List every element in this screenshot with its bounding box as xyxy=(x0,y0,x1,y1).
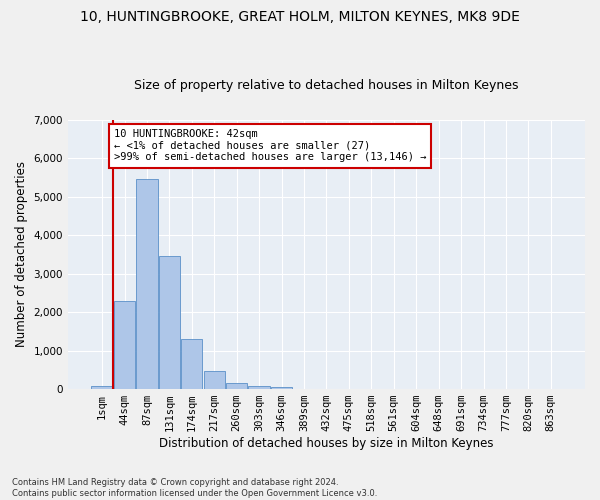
Y-axis label: Number of detached properties: Number of detached properties xyxy=(15,162,28,348)
Bar xyxy=(159,256,180,389)
Bar xyxy=(271,387,292,389)
Text: Contains HM Land Registry data © Crown copyright and database right 2024.
Contai: Contains HM Land Registry data © Crown c… xyxy=(12,478,377,498)
Bar xyxy=(226,382,247,389)
Bar xyxy=(248,386,270,389)
Title: Size of property relative to detached houses in Milton Keynes: Size of property relative to detached ho… xyxy=(134,79,519,92)
Bar xyxy=(91,386,113,389)
Text: 10, HUNTINGBROOKE, GREAT HOLM, MILTON KEYNES, MK8 9DE: 10, HUNTINGBROOKE, GREAT HOLM, MILTON KE… xyxy=(80,10,520,24)
Text: 10 HUNTINGBROOKE: 42sqm
← <1% of detached houses are smaller (27)
>99% of semi-d: 10 HUNTINGBROOKE: 42sqm ← <1% of detache… xyxy=(114,129,426,162)
X-axis label: Distribution of detached houses by size in Milton Keynes: Distribution of detached houses by size … xyxy=(159,437,494,450)
Bar xyxy=(136,179,158,389)
Bar xyxy=(203,371,225,389)
Bar xyxy=(181,338,202,389)
Bar xyxy=(114,302,135,389)
